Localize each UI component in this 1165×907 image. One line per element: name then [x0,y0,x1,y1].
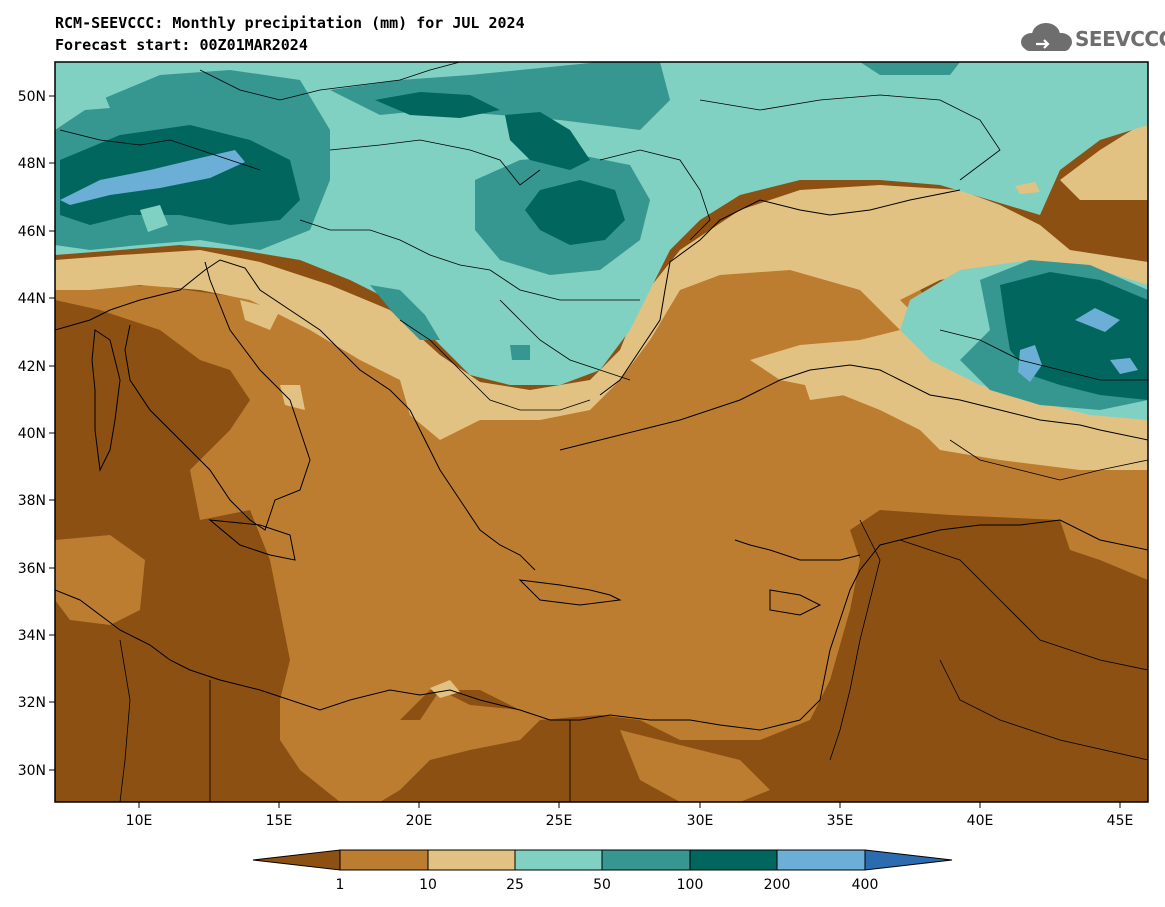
colorbar-label: 400 [852,877,879,893]
lat-tick-label: 34N [18,628,46,644]
colorbar-segment [514,849,603,871]
precip-100-200-carpathians [525,180,625,245]
precip-10-25-zone [55,185,1148,470]
lon-tick-label: 45E [1107,813,1134,829]
colorbar: 1 10 25 50 100 200 400 [252,849,953,893]
coastlines [55,189,1148,731]
lat-tick-label: 36N [18,561,46,577]
map-title: RCM-SEEVCCC: Monthly precipitation (mm) … [55,14,525,32]
colorbar-segment [252,849,341,871]
longitude-axis: 10E 15E 20E 25E 30E 35E 40E 45E [126,802,1134,829]
lat-tick-label: 50N [18,89,46,105]
colorbar-segment [427,849,516,871]
lon-tick-label: 10E [126,813,153,829]
map-frame [54,61,1149,803]
lat-tick-label: 46N [18,224,46,240]
colorbar-segment [776,849,866,871]
forecast-start-label: Forecast start: 00Z01MAR2024 [55,36,308,54]
colorbar-label: 1 [336,877,345,893]
colorbar-label: 200 [764,877,791,893]
lon-tick-label: 15E [266,813,293,829]
lon-tick-label: 35E [827,813,854,829]
precip-200-400-alps [60,150,245,205]
lon-tick-label: 25E [546,813,573,829]
precip-200-400-caucasus [1075,308,1120,332]
lon-tick-label: 40E [967,813,994,829]
colorbar-segment [339,849,429,871]
cloud-icon [1021,23,1072,51]
colorbar-label: 50 [593,877,611,893]
colorbar-segment [689,849,778,871]
colorbar-label: 25 [506,877,524,893]
colorbar-segment [601,849,691,871]
latitude-axis: 50N 48N 46N 44N 42N 40N 38N 36N 34N 32N … [18,89,55,779]
lat-tick-label: 32N [18,695,46,711]
lon-tick-label: 20E [406,813,433,829]
lat-tick-label: 38N [18,493,46,509]
country-borders [59,62,1148,802]
seevccc-logo [1021,23,1072,51]
logo-text: SEEVCCC [1075,27,1165,51]
colorbar-label: 10 [419,877,437,893]
lat-tick-label: 44N [18,291,46,307]
precipitation-field [55,62,1148,802]
lat-tick-label: 42N [18,359,46,375]
lat-tick-label: 30N [18,763,46,779]
precip-1-10-south [280,690,540,802]
lon-tick-label: 30E [687,813,714,829]
colorbar-label: 100 [677,877,704,893]
lat-tick-label: 48N [18,156,46,172]
colorbar-segment [864,849,953,871]
lat-tick-label: 40N [18,426,46,442]
